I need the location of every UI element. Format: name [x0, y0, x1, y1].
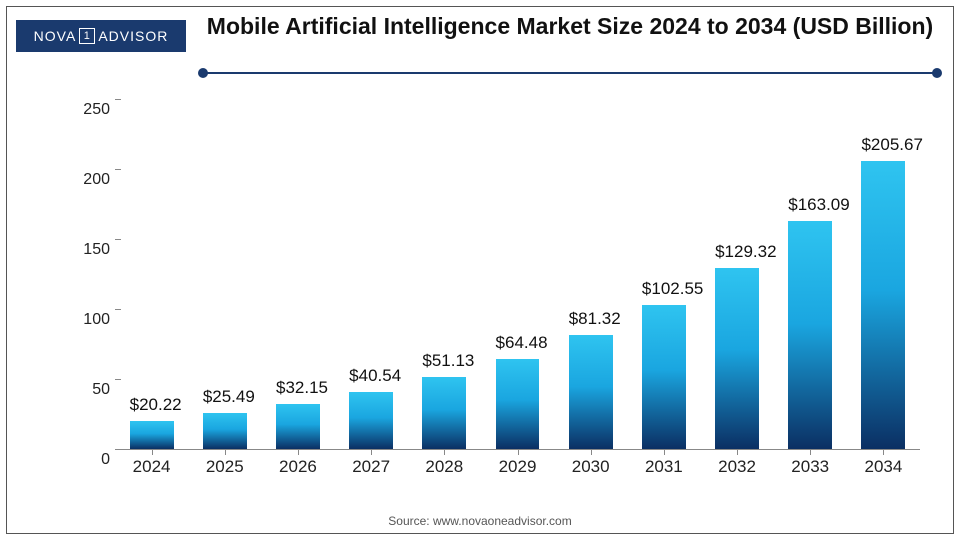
x-axis-tick-label: 2031 — [645, 457, 683, 477]
bar: $32.15 — [276, 404, 320, 449]
bar: $129.32 — [715, 268, 759, 449]
y-axis-tick-mark — [115, 169, 121, 170]
y-axis-tick-mark — [115, 449, 121, 450]
bar-value-label: $163.09 — [788, 195, 832, 215]
bar: $64.48 — [496, 359, 540, 449]
bar: $51.13 — [422, 377, 466, 449]
x-axis-tick-label: 2024 — [133, 457, 171, 477]
y-axis-tick-label: 250 — [55, 101, 110, 119]
x-axis-tick-label: 2033 — [791, 457, 829, 477]
x-axis-tick-label: 2032 — [718, 457, 756, 477]
y-axis-tick-label: 100 — [55, 311, 110, 329]
x-axis-tick-mark — [664, 449, 665, 455]
x-axis-tick-label: 2030 — [572, 457, 610, 477]
source-text: Source: www.novaoneadvisor.com — [0, 514, 960, 528]
logo-box: 1 — [79, 28, 95, 44]
bar-value-label: $25.49 — [203, 387, 247, 407]
x-axis-tick-label: 2026 — [279, 457, 317, 477]
bar-value-label: $51.13 — [422, 351, 466, 371]
x-axis-tick-mark — [371, 449, 372, 455]
logo-text-pre: NOVA — [34, 28, 77, 44]
x-axis-tick-label: 2034 — [864, 457, 902, 477]
x-axis-tick-mark — [883, 449, 884, 455]
bar-value-label: $102.55 — [642, 279, 686, 299]
y-axis-tick-mark — [115, 379, 121, 380]
chart-title: Mobile Artificial Intelligence Market Si… — [200, 12, 940, 41]
x-axis-tick-label: 2028 — [425, 457, 463, 477]
bar-value-label: $64.48 — [496, 333, 540, 353]
x-axis-tick-mark — [225, 449, 226, 455]
x-axis-tick-label: 2027 — [352, 457, 390, 477]
y-axis-tick-label: 0 — [55, 451, 110, 469]
bar: $205.67 — [861, 161, 905, 449]
x-axis-tick-mark — [298, 449, 299, 455]
bar: $40.54 — [349, 392, 393, 449]
bar-value-label: $32.15 — [276, 378, 320, 398]
y-axis-tick-label: 150 — [55, 241, 110, 259]
bar: $81.32 — [569, 335, 613, 449]
bar: $102.55 — [642, 305, 686, 449]
x-axis-tick-label: 2029 — [499, 457, 537, 477]
x-axis-tick-mark — [152, 449, 153, 455]
y-axis-tick-mark — [115, 99, 121, 100]
x-axis-tick-mark — [591, 449, 592, 455]
x-axis-tick-mark — [518, 449, 519, 455]
y-axis-tick-label: 50 — [55, 381, 110, 399]
bar: $25.49 — [203, 413, 247, 449]
x-axis-tick-label: 2025 — [206, 457, 244, 477]
bar: $163.09 — [788, 221, 832, 449]
y-axis-tick-mark — [115, 239, 121, 240]
bar-value-label: $129.32 — [715, 242, 759, 262]
logo-text-post: ADVISOR — [98, 28, 168, 44]
y-axis-tick-mark — [115, 309, 121, 310]
bar: $20.22 — [130, 421, 174, 449]
bar-value-label: $20.22 — [130, 395, 174, 415]
brand-logo: NOVA 1 ADVISOR — [16, 20, 186, 52]
x-axis-tick-mark — [810, 449, 811, 455]
bar-value-label: $40.54 — [349, 366, 393, 386]
y-axis-tick-label: 200 — [55, 171, 110, 189]
bar-chart: $20.22 2024 $25.49 2025 $32.15 2026 $40.54 2027… — [55, 90, 930, 490]
bar-value-label: $81.32 — [569, 309, 613, 329]
x-axis-tick-mark — [444, 449, 445, 455]
plot-area: $20.222024$25.492025$32.152026$40.542027… — [115, 100, 920, 450]
x-axis-tick-mark — [737, 449, 738, 455]
title-underline — [200, 72, 940, 74]
bar-value-label: $205.67 — [861, 135, 905, 155]
